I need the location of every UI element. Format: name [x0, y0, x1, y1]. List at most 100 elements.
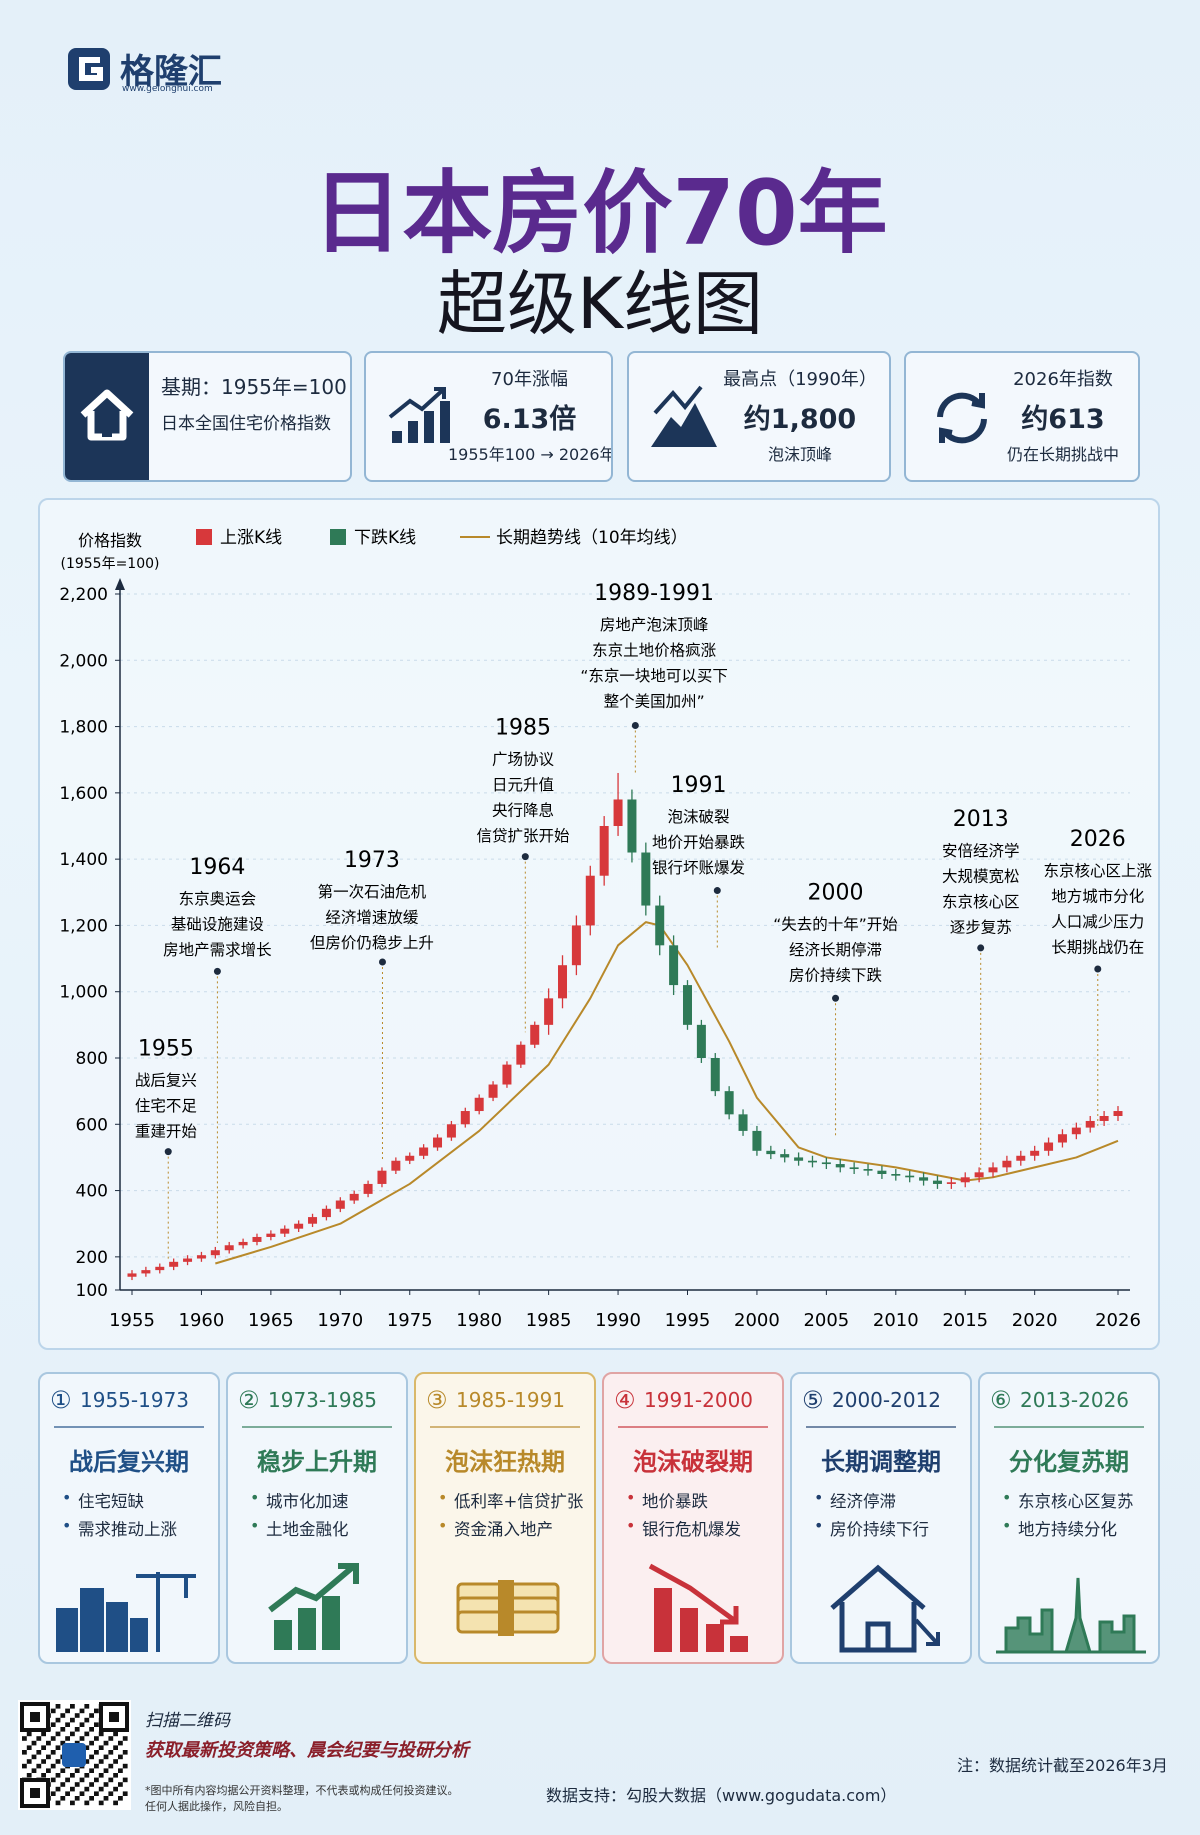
candle-body [1071, 1127, 1081, 1135]
stat-line: 约1,800 [743, 404, 857, 435]
icon-bg [65, 353, 149, 480]
qr-cell [94, 1777, 99, 1783]
qr-cell [36, 1750, 42, 1755]
stat-card: 2026年指数 约613 仍在长期挑战中 [904, 351, 1140, 482]
annotation-text: “东京一块地可以买下 [580, 667, 728, 685]
qr-cell [113, 1773, 118, 1778]
bar [274, 1620, 292, 1650]
bullet-dot: • [626, 1516, 636, 1535]
annotation-year: 2026 [1070, 827, 1126, 852]
qr-cell [98, 1759, 104, 1764]
qr-cell [84, 1786, 90, 1792]
qr-cell [103, 1768, 109, 1773]
phase-name: 泡沫狂热期 [445, 1448, 565, 1476]
qr-cell [94, 1750, 99, 1755]
stat-line: 2026年指数 [1013, 369, 1113, 390]
candle-body [891, 1174, 901, 1176]
bar [322, 1596, 340, 1650]
annotation-text: 重建开始 [135, 1122, 198, 1140]
candle-body [669, 945, 679, 986]
candle-body [252, 1236, 262, 1242]
mountain [651, 403, 717, 447]
qr-cell [65, 1791, 70, 1796]
qr-cell [46, 1740, 51, 1746]
qr-cell [31, 1740, 37, 1746]
qr-cell [89, 1754, 94, 1760]
bullet-dot: • [1002, 1516, 1012, 1535]
x-tick-label: 1990 [595, 1310, 641, 1331]
x-tick-label: 2010 [873, 1310, 919, 1331]
phase-bullet: 经济停滞 [830, 1492, 896, 1511]
qr-cell [84, 1731, 90, 1737]
annotation-year: 1955 [138, 1036, 194, 1061]
annotation-dot [977, 944, 985, 952]
phase-number: ① [50, 1386, 72, 1414]
annotation-text: 经济长期停滞 [789, 941, 882, 959]
qr-cell [41, 1773, 46, 1778]
annotation-text: 信贷扩张开始 [476, 827, 570, 845]
x-tick-label: 2020 [1012, 1310, 1058, 1331]
candle-body [599, 826, 609, 876]
bullet-dot: • [1002, 1488, 1012, 1507]
qr-logo [62, 1743, 86, 1767]
candle-body [1002, 1160, 1012, 1168]
phase-range: 1991-2000 [644, 1388, 754, 1412]
bar [392, 431, 402, 443]
building [130, 1618, 148, 1652]
phase-bullet: 城市化加速 [266, 1492, 349, 1511]
candle-body [1113, 1111, 1123, 1116]
annotation-text: 逐步复苏 [950, 918, 1012, 936]
stat-icon [937, 392, 987, 444]
qr-cell [55, 1745, 61, 1750]
annotation-text: 广场协议 [492, 751, 555, 769]
annotation-text: 地方城市分化 [1051, 887, 1144, 905]
candle-body [335, 1200, 345, 1209]
stat-line: 日本全国住宅价格指数 [161, 414, 331, 434]
qr-cell [79, 1736, 85, 1741]
candle-body [405, 1155, 415, 1161]
annotation-text: 东京核心区上涨 [1044, 862, 1153, 880]
phase-bullet: 房价持续下行 [830, 1520, 929, 1539]
qr-cell [118, 1782, 123, 1787]
qr-cell [98, 1786, 104, 1792]
phase-bullet: 土地金融化 [266, 1520, 349, 1539]
bullet-dot: • [814, 1488, 824, 1507]
building [106, 1602, 128, 1652]
band [498, 1580, 514, 1636]
annotation-text: 东京奥运会 [179, 890, 257, 908]
phase-bullet: 住宅短缺 [78, 1492, 144, 1511]
legend-swatch [196, 529, 212, 545]
annotation-text: 大规模宽松 [942, 867, 1020, 885]
y-tick-label: 2,000 [59, 651, 108, 671]
chart: 上涨K线 下跌K线 长期趋势线（10年均线） 价格指数 (1955年=100) 100 20… [59, 528, 1153, 1331]
qr-cell [74, 1727, 80, 1732]
qr-cell [60, 1740, 66, 1746]
qr-cell [55, 1731, 61, 1737]
stat-line: 仍在长期挑战中 [1006, 445, 1119, 464]
qr-cell [122, 1791, 128, 1796]
trend-line [215, 921, 1119, 1265]
candle-body [544, 998, 554, 1025]
qr-cell [113, 1786, 118, 1792]
candle-body [155, 1266, 165, 1271]
qr-cell [50, 1750, 56, 1755]
annotation-year: 2000 [808, 881, 864, 906]
x-tick-label: 2026 [1095, 1310, 1141, 1331]
qr-cell [70, 1717, 75, 1723]
candle-body [488, 1084, 498, 1098]
qr-cell [84, 1745, 90, 1750]
candle-body [571, 925, 581, 966]
stat-line: 泡沫顶峰 [767, 445, 832, 464]
phase-card: ⑤ 2000-2012 长期调整期 • 经济停滞 • 房价持续下行 [790, 1372, 972, 1664]
stat-line: 70年涨幅 [491, 369, 568, 390]
annotation-year: 1989-1991 [594, 581, 714, 606]
qr-cell [108, 1791, 114, 1796]
qr-cell [70, 1773, 75, 1778]
bullet-dot: • [250, 1516, 260, 1535]
annotation-text: 安倍经济学 [942, 842, 1020, 860]
qr-cell [122, 1736, 128, 1741]
candle-body [613, 799, 623, 826]
qr-cell [118, 1796, 123, 1801]
peak-arrow [653, 385, 703, 415]
candle-body [627, 799, 637, 853]
